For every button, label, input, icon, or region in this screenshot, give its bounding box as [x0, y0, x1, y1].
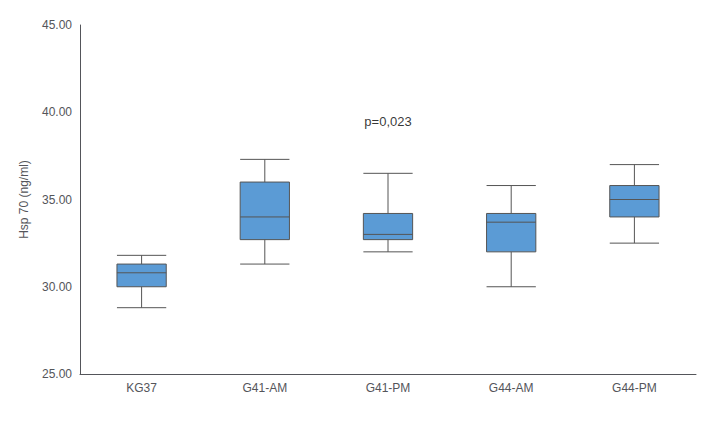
svg-text:Hsp 70 (ng/ml): Hsp 70 (ng/ml) — [17, 160, 31, 239]
svg-text:30.00: 30.00 — [42, 280, 72, 294]
svg-text:G41-AM: G41-AM — [242, 381, 287, 395]
svg-text:p=0,023: p=0,023 — [364, 114, 411, 129]
svg-text:G41-PM: G41-PM — [366, 381, 411, 395]
svg-text:25.00: 25.00 — [42, 367, 72, 381]
svg-text:40.00: 40.00 — [42, 105, 72, 119]
svg-text:35.00: 35.00 — [42, 193, 72, 207]
svg-text:KG37: KG37 — [126, 381, 157, 395]
svg-text:45.00: 45.00 — [42, 18, 72, 32]
svg-text:G44-PM: G44-PM — [612, 381, 657, 395]
svg-text:G44-AM: G44-AM — [489, 381, 534, 395]
